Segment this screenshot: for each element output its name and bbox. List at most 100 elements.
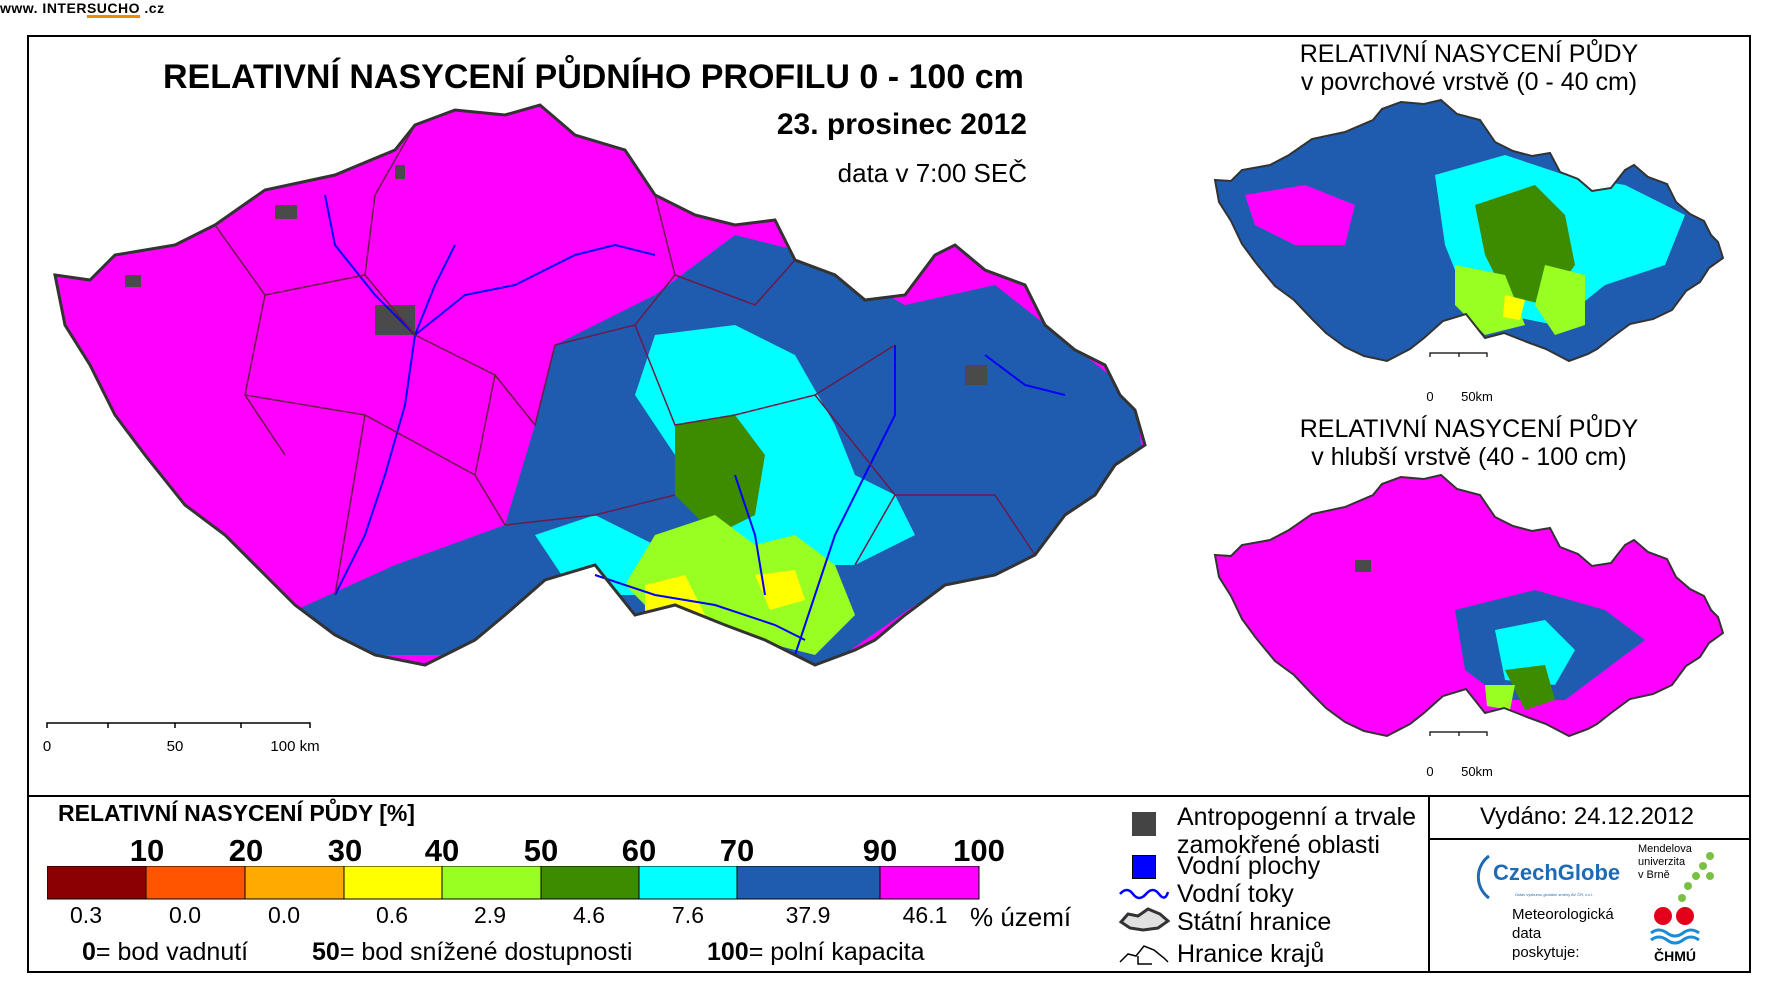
surface-title-line2: v povrchové vrstvě (0 - 40 cm) (1300, 68, 1638, 96)
threshold-10: 10 (129, 833, 165, 868)
top-scale-50: 50km (1461, 389, 1493, 404)
river-vltava (334, 244, 456, 596)
water-bodies-label: Vodní plochy (1177, 852, 1321, 880)
green-zone (675, 415, 765, 535)
color-scale-bar (47, 866, 980, 900)
region-border-icon (1119, 945, 1169, 965)
threshold-20: 20 (228, 833, 264, 868)
threshold-60: 60 (621, 833, 657, 868)
surface-layer-title: RELATIVNÍ NASYCENÍ PŮDY v povrchové vrst… (1229, 40, 1709, 96)
deep-layer-title: RELATIVNÍ NASYCENÍ PŮDY v hlubší vrstvě … (1229, 415, 1709, 471)
meteo-line3: poskytuje: (1512, 944, 1580, 961)
area-unit: % území (970, 902, 1072, 932)
chmu-name: ČHMÚ (1654, 947, 1696, 964)
def-text-0: = bod vadnutí (95, 938, 249, 966)
bottom-scale-50: 50km (1461, 764, 1493, 779)
threshold-30: 30 (327, 833, 363, 868)
class-30-40 (343, 866, 443, 900)
definition-field-capacity: 100= polní kapacita (707, 938, 925, 967)
region-border-label: Hranice krajů (1177, 940, 1325, 968)
data-time: data v 7:00 SEČ (837, 158, 1027, 188)
scale-100: 100 km (270, 738, 319, 755)
water-bodies-swatch (1132, 855, 1156, 879)
river-morava (794, 345, 896, 656)
river-oder (984, 354, 1066, 396)
anthropogenic-swatch (1132, 812, 1156, 836)
anthropogenic-label: Antropogenní a trvale zamokřené oblasti (1177, 803, 1416, 859)
footer-divider-horizontal (1430, 838, 1751, 840)
footer-divider-vertical (1428, 797, 1430, 973)
bottom-scalebar: 0 50km (1426, 731, 1493, 779)
state-border (53, 103, 1147, 667)
def-text-50: = bod snížené dostupnosti (339, 938, 633, 966)
site-prefix: www. INTER (0, 0, 87, 16)
main-scalebar: 0 50 100 km (43, 722, 320, 755)
meteo-line2: data (1512, 925, 1542, 942)
site-suffix: .cz (140, 0, 165, 16)
czechglobe-name: CzechGlobe (1493, 860, 1620, 885)
mendel-university-logo: Mendelova univerzita v Brně (1638, 843, 1692, 882)
area-pct-class5: 2.9 (474, 902, 506, 928)
rivers-label: Vodní toky (1177, 880, 1294, 908)
class-40-50 (441, 866, 542, 900)
definition-wilting-point: 0= bod vadnutí (82, 938, 248, 967)
class-10-20 (145, 866, 246, 900)
threshold-100: 100 (953, 833, 1005, 868)
meteo-line1: Meteorologická (1512, 906, 1614, 923)
area-pct-class2: 0.0 (169, 902, 201, 928)
river-icon (1119, 888, 1170, 900)
czechglobe-logo: CzechGlobe Ústav výzkumu globální změny … (1476, 854, 1620, 900)
threshold-40: 40 (424, 833, 460, 868)
river-labe (414, 243, 656, 336)
intersucho-link[interactable]: www. INTERSUCHO .cz (0, 0, 1772, 16)
site-accent: SUCHO (86, 0, 140, 16)
surface-title-line1: RELATIVNÍ NASYCENÍ PŮDY (1299, 40, 1639, 68)
state-border-icon (1118, 907, 1170, 932)
area-pct-class7: 7.6 (672, 902, 704, 928)
map-date: 23. prosinec 2012 (776, 108, 1027, 141)
class-50-60 (540, 866, 640, 900)
river-dyje (594, 574, 806, 641)
region-borders (214, 124, 1036, 596)
main-title: RELATIVNÍ NASYCENÍ PŮDNÍHO PROFILU 0 - 1… (163, 58, 1024, 96)
deep-layer-map: 0 50km (1213, 473, 1725, 779)
area-pct-class9: 46.1 (902, 902, 948, 928)
def-value-100: 100 (707, 938, 749, 966)
river-labe-north (324, 194, 416, 336)
class-90-100 (879, 866, 980, 900)
definition-reduced-availability: 50= bod snížené dostupnosti (312, 938, 632, 967)
def-text-100: = polní kapacita (748, 938, 925, 966)
river-svratka (734, 474, 766, 596)
mendel-line1: Mendelova (1638, 843, 1692, 855)
anthropogenic-line2: zamokřené oblasti (1177, 831, 1380, 859)
deep-title-line1: RELATIVNÍ NASYCENÍ PŮDY (1299, 415, 1639, 443)
area-pct-class8: 37.9 (785, 902, 831, 928)
area-pct-class1: 0.3 (70, 902, 102, 928)
bottom-scale-0: 0 (1426, 764, 1433, 779)
meteo-data-label: Meteorologická data poskytuje: (1512, 905, 1614, 962)
area-pct-class4: 0.6 (376, 902, 408, 928)
chmu-logo: ČHMÚ (1650, 907, 1700, 964)
area-pct-class3: 0.0 (268, 902, 300, 928)
deep-title-line2: v hlubší vrstvě (40 - 100 cm) (1311, 443, 1627, 471)
def-value-0: 0 (82, 938, 96, 966)
class-20-30 (244, 866, 345, 900)
czechglobe-subtitle: Ústav výzkumu globální změny AV ČR, v.v.… (1515, 892, 1593, 897)
area-pct-class6: 4.6 (573, 902, 605, 928)
issued-date: Vydáno: 24.12.2012 (1480, 803, 1694, 830)
top-scale-0: 0 (1426, 389, 1433, 404)
class-70-90 (736, 866, 881, 900)
yellow-zone-2 (755, 570, 805, 610)
def-value-50: 50 (312, 938, 340, 966)
main-saturation-map: 0 50 100 km (43, 103, 1147, 755)
legend-divider (27, 795, 1751, 797)
surface-layer-map: 0 50km (1213, 98, 1725, 404)
legend-title: RELATIVNÍ NASYCENÍ PŮDY [%] (58, 800, 415, 826)
anthropogenic-line1: Antropogenní a trvale (1177, 803, 1417, 831)
class-0-10 (47, 866, 147, 900)
mendel-line3: v Brně (1638, 869, 1670, 881)
mendel-line2: univerzita (1638, 856, 1686, 868)
threshold-50: 50 (523, 833, 559, 868)
scale-50: 50 (167, 738, 184, 755)
threshold-70: 70 (719, 833, 755, 868)
